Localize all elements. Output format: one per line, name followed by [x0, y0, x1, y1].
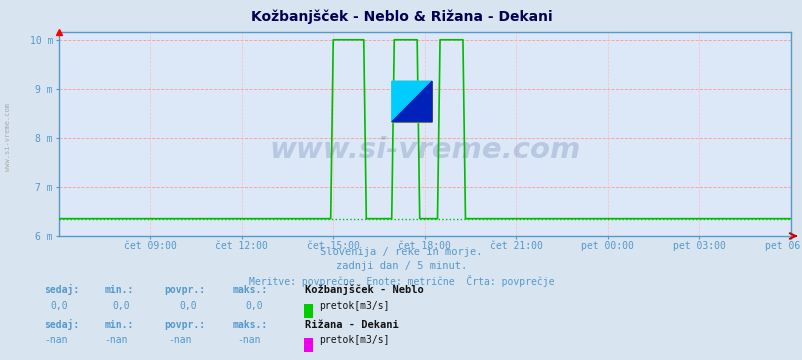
Polygon shape	[391, 81, 431, 122]
Text: povpr.:: povpr.:	[164, 320, 205, 330]
Text: min.:: min.:	[104, 320, 134, 330]
Text: maks.:: maks.:	[233, 285, 268, 296]
Text: povpr.:: povpr.:	[164, 285, 205, 296]
Text: -nan: -nan	[237, 335, 260, 345]
Text: sedaj:: sedaj:	[44, 284, 79, 296]
Text: sedaj:: sedaj:	[44, 319, 79, 330]
Text: -nan: -nan	[104, 335, 128, 345]
Text: Kožbanjšček - Neblo & Rižana - Dekani: Kožbanjšček - Neblo & Rižana - Dekani	[250, 9, 552, 23]
Text: Slovenija / reke in morje.: Slovenija / reke in morje.	[320, 247, 482, 257]
Text: maks.:: maks.:	[233, 320, 268, 330]
Text: pretok[m3/s]: pretok[m3/s]	[318, 335, 389, 345]
Text: 0,0: 0,0	[51, 301, 68, 311]
Text: -nan: -nan	[44, 335, 67, 345]
Text: Kožbanjšček - Neblo: Kožbanjšček - Neblo	[305, 284, 423, 296]
Text: min.:: min.:	[104, 285, 134, 296]
Text: 0,0: 0,0	[245, 301, 262, 311]
Text: Meritve: povprečne  Enote: metrične  Črta: povprečje: Meritve: povprečne Enote: metrične Črta:…	[249, 275, 553, 287]
Text: www.si-vreme.com: www.si-vreme.com	[269, 136, 580, 165]
Polygon shape	[391, 81, 431, 122]
Text: -nan: -nan	[168, 335, 192, 345]
FancyBboxPatch shape	[391, 81, 431, 122]
Text: 0,0: 0,0	[112, 301, 130, 311]
Text: pretok[m3/s]: pretok[m3/s]	[318, 301, 389, 311]
Text: www.si-vreme.com: www.si-vreme.com	[5, 103, 11, 171]
Text: Rižana - Dekani: Rižana - Dekani	[305, 320, 399, 330]
Text: 0,0: 0,0	[179, 301, 196, 311]
Text: zadnji dan / 5 minut.: zadnji dan / 5 minut.	[335, 261, 467, 271]
